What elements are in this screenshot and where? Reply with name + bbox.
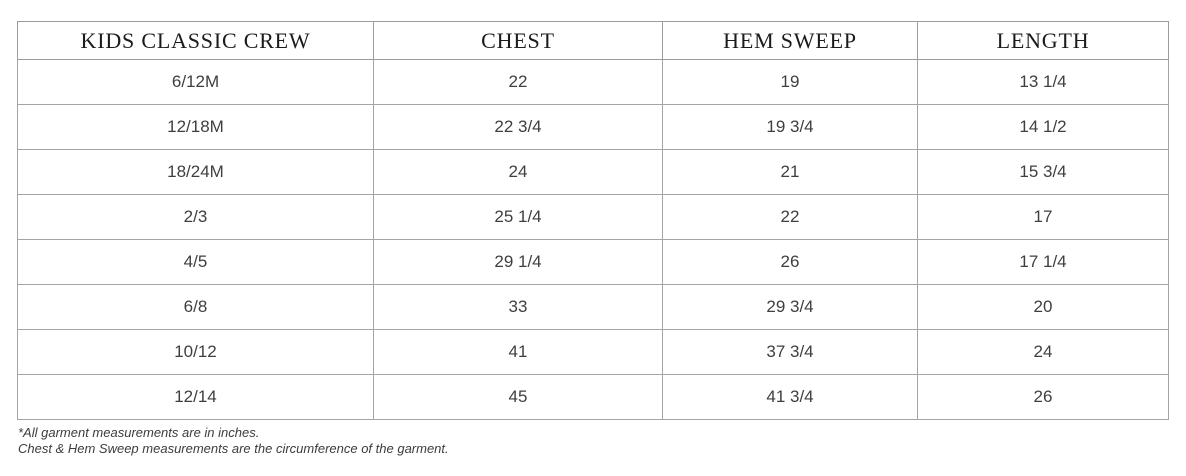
chest-cell: 45	[373, 374, 663, 420]
length-cell: 20	[917, 284, 1169, 330]
length-cell: 26	[917, 374, 1169, 420]
table-row: 6/12M 22 19 13 1/4	[17, 59, 1169, 105]
hem-sweep-cell: 22	[662, 194, 918, 240]
hem-sweep-cell: 21	[662, 149, 918, 195]
chest-cell: 25 1/4	[373, 194, 663, 240]
hem-sweep-cell: 19	[662, 59, 918, 105]
header-size-column: KIDS CLASSIC CREW	[17, 21, 374, 60]
table-row: 12/14 45 41 3/4 26	[17, 374, 1169, 420]
length-cell: 14 1/2	[917, 104, 1169, 150]
size-chart: KIDS CLASSIC CREW CHEST HEM SWEEP LENGTH…	[17, 21, 1169, 456]
table-row: 2/3 25 1/4 22 17	[17, 194, 1169, 240]
hem-sweep-cell: 26	[662, 239, 918, 285]
chest-cell: 22	[373, 59, 663, 105]
chest-cell: 29 1/4	[373, 239, 663, 285]
header-chest-column: CHEST	[373, 21, 663, 60]
header-length-column: LENGTH	[917, 21, 1169, 60]
chest-cell: 24	[373, 149, 663, 195]
length-cell: 24	[917, 329, 1169, 375]
size-cell: 12/14	[17, 374, 374, 420]
table-row: 12/18M 22 3/4 19 3/4 14 1/2	[17, 104, 1169, 150]
length-cell: 15 3/4	[917, 149, 1169, 195]
length-cell: 17 1/4	[917, 239, 1169, 285]
size-cell: 12/18M	[17, 104, 374, 150]
footnotes: *All garment measurements are in inches.…	[17, 425, 1168, 456]
header-hem-sweep-column: HEM SWEEP	[662, 21, 918, 60]
chest-cell: 22 3/4	[373, 104, 663, 150]
hem-sweep-cell: 19 3/4	[662, 104, 918, 150]
chest-cell: 33	[373, 284, 663, 330]
hem-sweep-cell: 41 3/4	[662, 374, 918, 420]
footnote-units: *All garment measurements are in inches.	[18, 425, 260, 440]
table-row: 6/8 33 29 3/4 20	[17, 284, 1169, 330]
hem-sweep-cell: 37 3/4	[662, 329, 918, 375]
table-row: 18/24M 24 21 15 3/4	[17, 149, 1169, 195]
table-row: 10/12 41 37 3/4 24	[17, 329, 1169, 375]
chest-cell: 41	[373, 329, 663, 375]
size-cell: 18/24M	[17, 149, 374, 195]
size-chart-table: KIDS CLASSIC CREW CHEST HEM SWEEP LENGTH…	[17, 21, 1169, 420]
header-row: KIDS CLASSIC CREW CHEST HEM SWEEP LENGTH	[17, 21, 1169, 60]
length-cell: 13 1/4	[917, 59, 1169, 105]
size-cell: 4/5	[17, 239, 374, 285]
size-cell: 6/12M	[17, 59, 374, 105]
length-cell: 17	[917, 194, 1169, 240]
table-row: 4/5 29 1/4 26 17 1/4	[17, 239, 1169, 285]
size-cell: 6/8	[17, 284, 374, 330]
size-cell: 10/12	[17, 329, 374, 375]
size-cell: 2/3	[17, 194, 374, 240]
hem-sweep-cell: 29 3/4	[662, 284, 918, 330]
footnote-circumference: Chest & Hem Sweep measurements are the c…	[18, 440, 449, 456]
